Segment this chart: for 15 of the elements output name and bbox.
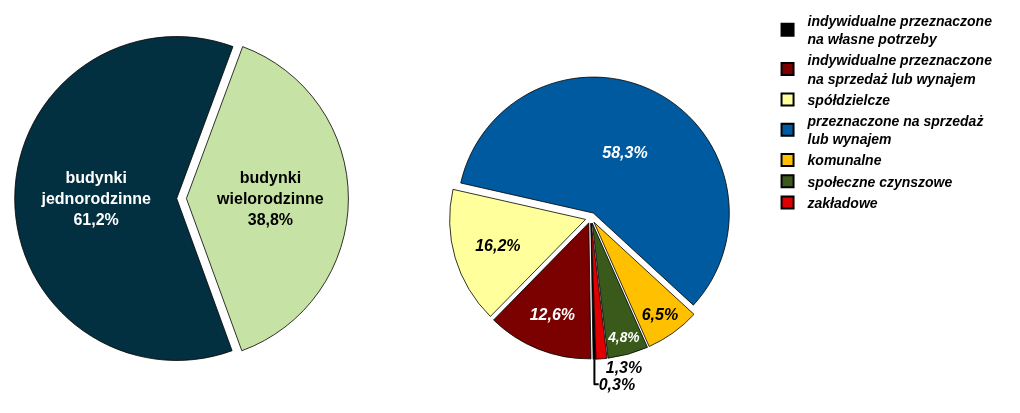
data-label: 58,3% xyxy=(602,144,648,162)
data-label: 0,3% xyxy=(598,375,636,393)
legend-label: komunalne xyxy=(807,152,882,169)
slice-label: budynki jednorodzinne xyxy=(40,168,151,207)
data-label: 61,2% xyxy=(73,210,119,228)
data-label: 4,8% xyxy=(607,328,640,345)
data-label: 12,6% xyxy=(529,305,576,323)
slice-label: budynki wielorodzinne xyxy=(216,169,324,208)
data-label: 16,2% xyxy=(475,236,521,254)
legend-label: społeczne czynszowe xyxy=(807,173,953,190)
legend-label: zakładowe xyxy=(806,194,878,211)
legend-label: spółdzielcze xyxy=(807,91,891,108)
data-label: 6,5% xyxy=(641,305,679,323)
data-label: 38,8% xyxy=(247,211,294,229)
data-label: 1,3% xyxy=(605,358,643,376)
